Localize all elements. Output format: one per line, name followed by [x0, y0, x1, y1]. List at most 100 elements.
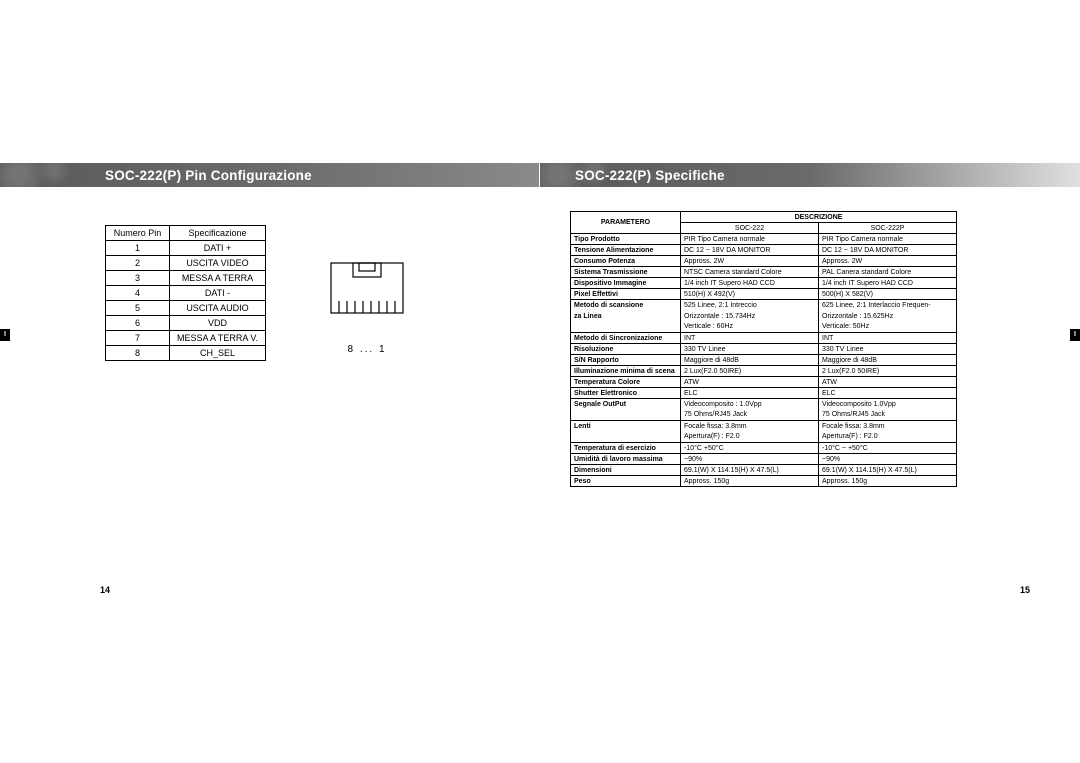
table-row: 7MESSA A TERRA V.: [106, 331, 266, 346]
spec-table: PARAMETERO DESCRIZIONE SOC-222 SOC-222P …: [570, 211, 957, 487]
spec-param-cell: Consumo Potenza: [571, 256, 681, 267]
rj45-pin-label: 8 ... 1: [322, 344, 412, 355]
pin-number-cell: 1: [106, 241, 170, 256]
spec-value-cell: 330 TV Linee: [681, 344, 819, 355]
spec-param-cell: Metodo di scansione: [571, 300, 681, 311]
table-row: Apertura(F) : F2.0Apertura(F) : F2.0: [571, 432, 957, 443]
table-row: 1DATI +: [106, 241, 266, 256]
spec-param-cell: Shutter Elettronico: [571, 388, 681, 399]
spec-value-cell: Verticale : 60Hz: [681, 322, 819, 333]
spec-value-cell: 69.1(W) X 114.15(H) X 47.5(L): [819, 465, 957, 476]
table-row: S/N RapportoMaggiore di 48dBMaggiore di …: [571, 355, 957, 366]
spec-value-cell: 75 Ohms/RJ45 Jack: [681, 410, 819, 421]
table-row: Temperatura ColoreATWATW: [571, 377, 957, 388]
spec-value-cell: ~90%: [681, 454, 819, 465]
table-row: Shutter ElettronicoELCELC: [571, 388, 957, 399]
spec-value-cell: 525 Linee, 2:1 Intreccio: [681, 300, 819, 311]
pin-spec-cell: DATI -: [170, 286, 266, 301]
spec-value-cell: Maggiore di 48dB: [681, 355, 819, 366]
pin-number-cell: 4: [106, 286, 170, 301]
pin-spec-cell: VDD: [170, 316, 266, 331]
table-row: Metodo di scansione525 Linee, 2:1 Intrec…: [571, 300, 957, 311]
spec-param-cell: Sistema Trasmissione: [571, 267, 681, 278]
spec-value-cell: -10°C +50°C: [681, 443, 819, 454]
rj45-connector: 8 ... 1: [322, 261, 412, 355]
spec-value-cell: 500(H) X 582(V): [819, 289, 957, 300]
table-row: PesoAppross. 150gAppross. 150g: [571, 476, 957, 487]
spec-param-cell: Metodo di Sincronizazione: [571, 333, 681, 344]
header-title-right: SOC-222(P) Specifiche: [540, 168, 725, 183]
spec-param-cell: Temperatura Colore: [571, 377, 681, 388]
spec-value-cell: Videocomposito 1.0Vpp: [819, 399, 957, 410]
table-row: Umidità di lavoro massima~90%~90%: [571, 454, 957, 465]
spec-header-col1: SOC-222: [681, 223, 819, 234]
table-row: Sistema TrasmissioneNTSC Camera standard…: [571, 267, 957, 278]
pin-number-cell: 3: [106, 271, 170, 286]
spec-value-cell: ELC: [819, 388, 957, 399]
table-row: Pixel Effettivi510(H) X 492(V)500(H) X 5…: [571, 289, 957, 300]
spec-param-cell: Tensione Alimentazione: [571, 245, 681, 256]
spec-param-cell: S/N Rapporto: [571, 355, 681, 366]
header-title-left: SOC-222(P) Pin Configurazione: [0, 168, 312, 183]
spec-value-cell: 1/4 inch IT Supero HAD CCD: [819, 278, 957, 289]
table-row: 8CH_SEL: [106, 346, 266, 361]
table-row: Tipo ProdottoPIR Tipo Camera normalePIR …: [571, 234, 957, 245]
table-row: Illuminazione minima di scena2 Lux(F2.0 …: [571, 366, 957, 377]
spec-header-desc: DESCRIZIONE: [681, 212, 957, 223]
page-left: SOC-222(P) Pin Configurazione I Numero P…: [0, 163, 540, 595]
spec-value-cell: Verticale: 50Hz: [819, 322, 957, 333]
header-bar-right: SOC-222(P) Specifiche: [540, 163, 1080, 187]
spec-param-cell: Segnale OutPut: [571, 399, 681, 410]
spec-value-cell: Orizzontale : 15.625Hz: [819, 311, 957, 322]
spec-value-cell: 1/4 inch IT Supero HAD CCD: [681, 278, 819, 289]
spec-param-cell: Peso: [571, 476, 681, 487]
pin-config-table: Numero Pin Specificazione 1DATI +2USCITA…: [105, 225, 266, 361]
spec-value-cell: PIR Tipo Camera normale: [819, 234, 957, 245]
side-tab-left: I: [0, 329, 10, 341]
spec-value-cell: Videocomposito : 1.0Vpp: [681, 399, 819, 410]
spec-value-cell: PAL Canera standard Colore: [819, 267, 957, 278]
table-row: Temperatura di esercizio-10°C +50°C-10°C…: [571, 443, 957, 454]
table-row: 2USCITA VIDEO: [106, 256, 266, 271]
page-number-right: 15: [1020, 585, 1030, 595]
table-row: Tensione Alimentazione DC 12 ~ 18V DA MON…: [571, 245, 957, 256]
spec-param-cell: Dimensioni: [571, 465, 681, 476]
two-page-spread: SOC-222(P) Pin Configurazione I Numero P…: [0, 163, 1080, 595]
pin-header-spec: Specificazione: [170, 226, 266, 241]
spec-value-cell: Maggiore di 48dB: [819, 355, 957, 366]
spec-value-cell: -10°C ~ +50°C: [819, 443, 957, 454]
spec-value-cell: Appross. 2W: [681, 256, 819, 267]
spec-value-cell: ATW: [681, 377, 819, 388]
spec-value-cell: PIR Tipo Camera normale: [681, 234, 819, 245]
spec-value-cell: NTSC Camera standard Colore: [681, 267, 819, 278]
spec-value-cell: 510(H) X 492(V): [681, 289, 819, 300]
spec-param-cell: Illuminazione minima di scena: [571, 366, 681, 377]
spec-param-cell: Umidità di lavoro massima: [571, 454, 681, 465]
spec-value-cell: 75 Ohms/RJ45 Jack: [819, 410, 957, 421]
header-bar-left: SOC-222(P) Pin Configurazione: [0, 163, 539, 187]
spec-value-cell: 2 Lux(F2.0 50IRE): [819, 366, 957, 377]
table-row: Risoluzione330 TV Linee330 TV Linee: [571, 344, 957, 355]
table-row: Dimensioni69.1(W) X 114.15(H) X 47.5(L)6…: [571, 465, 957, 476]
table-row: Metodo di SincronizazioneINTINT: [571, 333, 957, 344]
spec-value-cell: DC 12 ~ 18V DA MONITOR: [819, 245, 957, 256]
spec-value-cell: 2 Lux(F2.0 50IRE): [681, 366, 819, 377]
spec-param-cell: Lenti: [571, 421, 681, 432]
pin-spec-cell: USCITA VIDEO: [170, 256, 266, 271]
pin-number-cell: 8: [106, 346, 170, 361]
spec-param-cell: Tipo Prodotto: [571, 234, 681, 245]
table-row: 5USCITA AUDIO: [106, 301, 266, 316]
table-row: Dispositivo Immagine1/4 inch IT Supero H…: [571, 278, 957, 289]
spec-value-cell: Focale fissa: 3.8mm: [681, 421, 819, 432]
pin-number-cell: 5: [106, 301, 170, 316]
pin-spec-cell: CH_SEL: [170, 346, 266, 361]
pin-header-num: Numero Pin: [106, 226, 170, 241]
pin-spec-cell: MESSA A TERRA: [170, 271, 266, 286]
table-row: 4DATI -: [106, 286, 266, 301]
spec-param-cell: [571, 322, 681, 333]
table-row: LentiFocale fissa: 3.8mmFocale fissa: 3.…: [571, 421, 957, 432]
side-tab-right: I: [1070, 329, 1080, 341]
pin-spec-cell: DATI +: [170, 241, 266, 256]
table-row: Verticale : 60HzVerticale: 50Hz: [571, 322, 957, 333]
spec-value-cell: Apertura(F) : F2.0: [819, 432, 957, 443]
